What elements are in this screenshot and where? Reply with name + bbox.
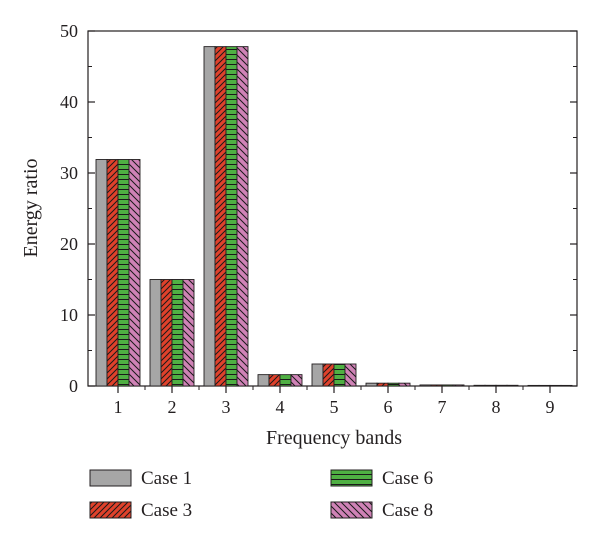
y-tick-label: 40 bbox=[60, 92, 78, 112]
bar-case-3-band-6 bbox=[376, 382, 389, 387]
y-axis-label: Energy ratio bbox=[20, 158, 42, 257]
bar-case-6-band-6 bbox=[387, 382, 400, 387]
bar-case-3-band-9 bbox=[538, 384, 551, 387]
x-tick-label: 2 bbox=[168, 397, 177, 417]
bar-case-1-band-6 bbox=[365, 382, 378, 387]
bar-case-8-band-2 bbox=[182, 279, 195, 387]
x-axis-label: Frequency bands bbox=[266, 427, 402, 449]
y-tick-label: 20 bbox=[60, 234, 78, 254]
bar-case-3-band-4 bbox=[268, 374, 281, 387]
bar-case-1-band-3 bbox=[203, 46, 216, 387]
bar-case-6-band-9 bbox=[549, 384, 562, 387]
bar-case-1-band-5 bbox=[311, 363, 324, 387]
bar-case-1-band-8 bbox=[473, 384, 486, 387]
bar-case-3-band-5 bbox=[322, 363, 335, 387]
bar-case-6-band-4 bbox=[279, 374, 292, 387]
bar-case-3-band-1 bbox=[106, 159, 119, 387]
legend-swatch-case-1 bbox=[89, 469, 132, 487]
y-axis: 0 10 20 30 40 50 bbox=[60, 21, 577, 396]
x-tick-label: 5 bbox=[330, 397, 339, 417]
x-tick-label: 6 bbox=[384, 397, 393, 417]
bar-case-1-band-4 bbox=[257, 374, 270, 387]
y-tick-label: 50 bbox=[60, 21, 78, 41]
x-axis: 1 2 3 4 5 6 7 8 9 bbox=[114, 386, 555, 417]
legend-label: Case 1 bbox=[141, 468, 192, 489]
bar-case-8-band-8 bbox=[506, 384, 519, 387]
bar-case-6-band-7 bbox=[441, 384, 454, 387]
legend-label: Case 8 bbox=[382, 500, 433, 521]
bar-case-6-band-1 bbox=[117, 159, 130, 387]
x-tick-label: 1 bbox=[114, 397, 123, 417]
y-tick-label: 0 bbox=[69, 376, 78, 396]
bar-case-1-band-7 bbox=[419, 384, 432, 387]
bar-case-3-band-2 bbox=[160, 279, 173, 387]
x-tick-label: 3 bbox=[222, 397, 231, 417]
bar-case-3-band-8 bbox=[484, 384, 497, 387]
bar-case-3-band-3 bbox=[214, 46, 227, 387]
x-tick-label: 9 bbox=[546, 397, 555, 417]
bar-case-6-band-8 bbox=[495, 384, 508, 387]
bar-case-8-band-5 bbox=[344, 363, 357, 387]
bar-case-8-band-1 bbox=[128, 159, 141, 387]
bar-case-1-band-2 bbox=[149, 279, 162, 387]
bar-case-1-band-1 bbox=[95, 159, 108, 387]
y-tick-label: 30 bbox=[60, 163, 78, 183]
bar-case-8-band-6 bbox=[398, 382, 411, 387]
bars-group bbox=[95, 46, 573, 387]
legend: Case 1 Case 3 Case 6 Case 8 bbox=[89, 468, 433, 521]
x-tick-label: 8 bbox=[492, 397, 501, 417]
y-tick-label: 10 bbox=[60, 305, 78, 325]
bar-case-1-band-9 bbox=[527, 384, 540, 387]
legend-label: Case 6 bbox=[382, 468, 433, 489]
x-tick-label: 4 bbox=[276, 397, 285, 417]
legend-label: Case 3 bbox=[141, 500, 192, 521]
bar-case-3-band-7 bbox=[430, 384, 443, 387]
bar-case-8-band-4 bbox=[290, 374, 303, 387]
legend-swatch-case-8 bbox=[330, 501, 373, 519]
bar-case-8-band-7 bbox=[452, 384, 465, 387]
bar-case-6-band-5 bbox=[333, 363, 346, 387]
legend-swatch-case-6 bbox=[330, 469, 373, 487]
bar-case-6-band-2 bbox=[171, 279, 184, 387]
bar-case-8-band-3 bbox=[236, 46, 249, 387]
legend-swatch-case-3 bbox=[89, 501, 132, 519]
x-tick-label: 7 bbox=[438, 397, 447, 417]
bar-case-6-band-3 bbox=[225, 46, 238, 387]
